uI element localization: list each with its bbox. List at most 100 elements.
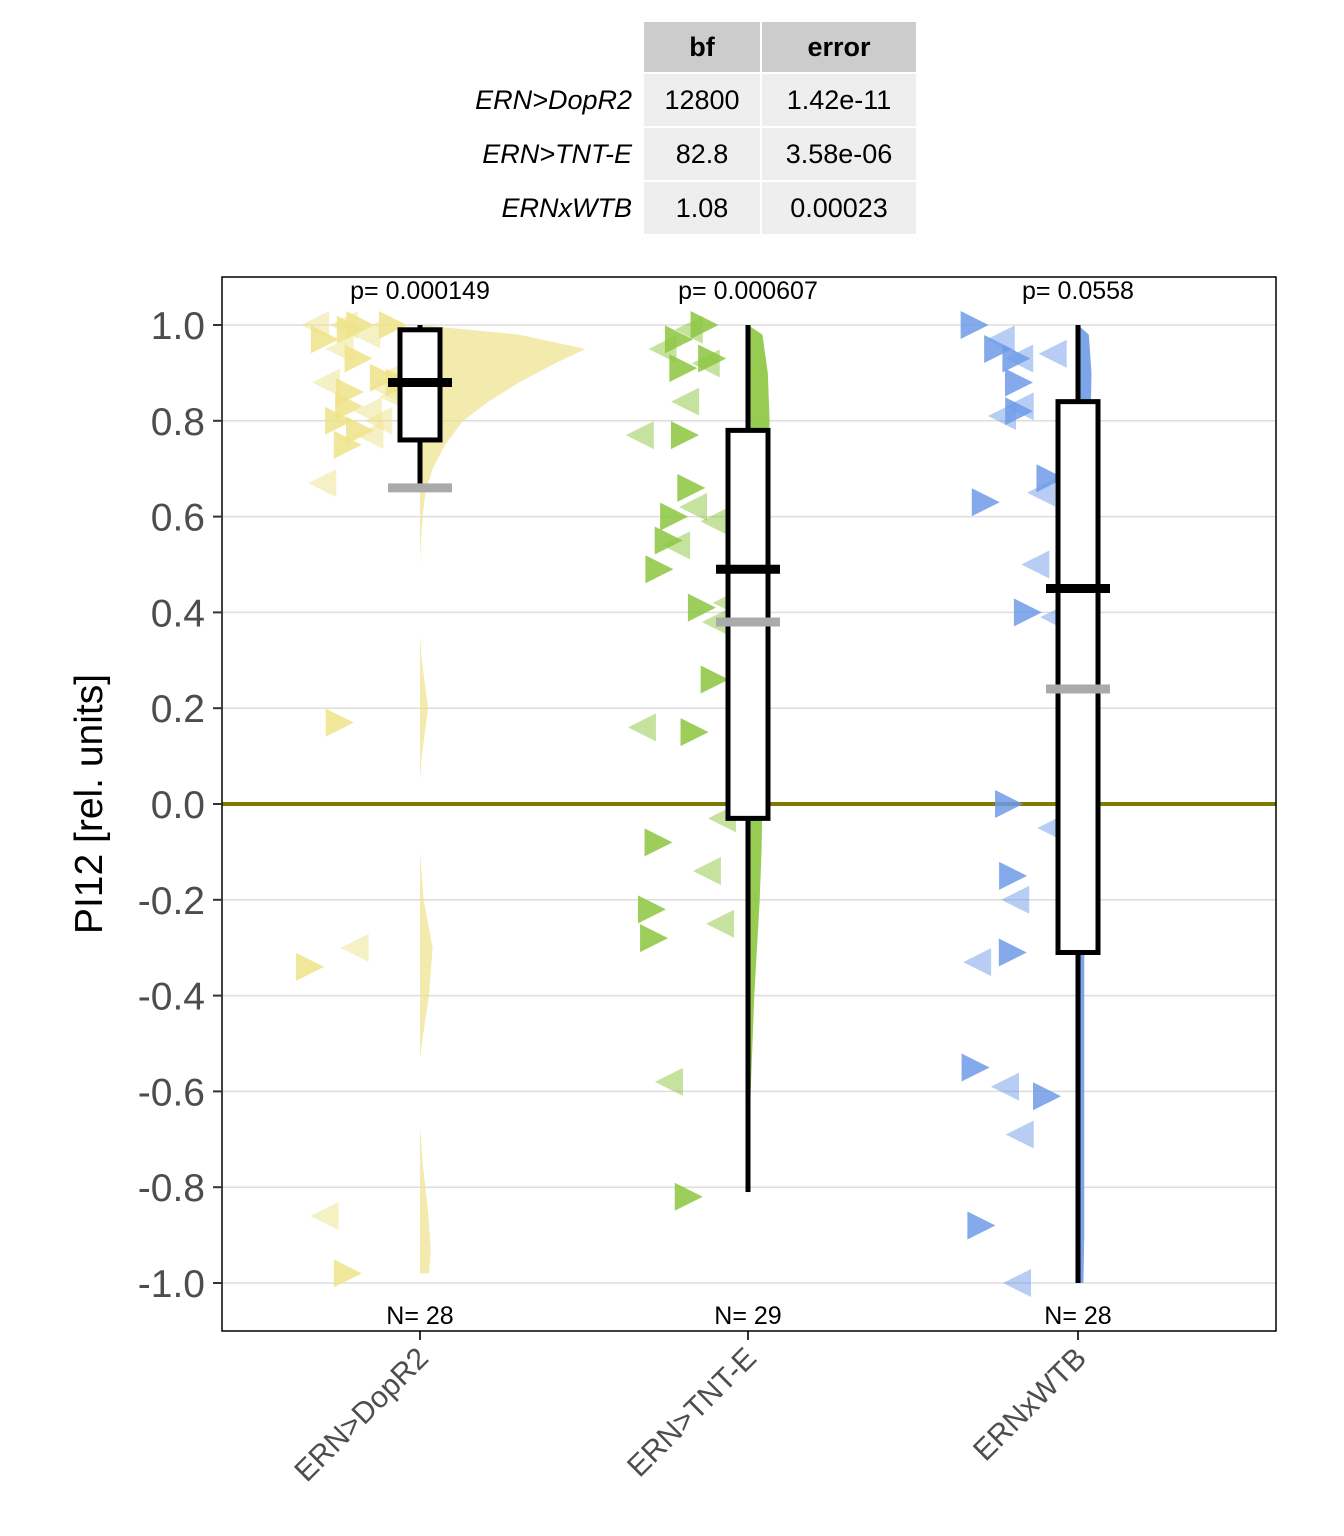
y-axis-title: PI12 [rel. units] xyxy=(68,674,111,934)
table-row: ERN>DopR2 12800 1.42e-11 xyxy=(432,74,916,126)
data-point xyxy=(1032,1082,1061,1111)
p-value-label: p= 0.000607 xyxy=(678,277,818,305)
y-tick-label: -0.8 xyxy=(138,1167,205,1210)
x-tick-label: ERNxWTB xyxy=(967,1342,1093,1468)
data-point xyxy=(312,368,341,397)
data-point xyxy=(1038,339,1067,368)
data-point xyxy=(344,344,373,373)
data-point xyxy=(669,354,698,383)
table-header-error: error xyxy=(762,22,916,72)
data-point xyxy=(687,593,716,622)
table-header-bf: bf xyxy=(644,22,760,72)
data-point xyxy=(679,493,708,522)
data-point xyxy=(355,421,384,450)
data-point xyxy=(637,895,666,924)
y-tick-label: -0.6 xyxy=(138,1071,205,1114)
data-point xyxy=(308,469,337,498)
data-point xyxy=(967,1211,996,1240)
data-point xyxy=(677,473,706,502)
p-value-label: p= 0.0558 xyxy=(1022,277,1134,305)
x-tick-label: ERN>TNT-E xyxy=(621,1342,763,1484)
group-2 xyxy=(960,311,1110,1297)
table-row: ERN>TNT-E 82.8 3.58e-06 xyxy=(432,128,916,180)
x-tick-label: ERN>DopR2 xyxy=(288,1342,435,1489)
row-label: ERNxWTB xyxy=(501,192,633,223)
data-point xyxy=(310,1201,339,1230)
group-1 xyxy=(625,311,780,1211)
bf-value: 82.8 xyxy=(644,128,760,180)
data-point xyxy=(706,909,735,938)
data-point xyxy=(640,924,669,953)
data-point xyxy=(378,311,407,339)
data-point xyxy=(670,421,699,450)
data-point xyxy=(986,325,1015,354)
y-tick-label: 1.0 xyxy=(151,305,205,348)
data-point xyxy=(333,1259,362,1288)
data-point xyxy=(335,392,364,421)
data-point xyxy=(971,488,1000,517)
data-point xyxy=(671,387,700,416)
y-tick-label: -1.0 xyxy=(138,1263,205,1306)
data-point xyxy=(999,861,1028,890)
y-tick-label: 0.0 xyxy=(151,784,205,827)
row-label: ERN>DopR2 xyxy=(475,84,632,115)
data-point xyxy=(346,416,375,445)
data-point xyxy=(700,507,729,536)
n-count-label: N= 29 xyxy=(714,1302,781,1330)
data-point xyxy=(692,857,721,886)
data-point xyxy=(674,315,703,344)
data-point xyxy=(333,430,362,459)
n-count-label: N= 28 xyxy=(386,1302,453,1330)
bf-value: 1.08 xyxy=(644,182,760,234)
data-point xyxy=(1005,344,1034,373)
data-point xyxy=(1001,885,1030,914)
data-point xyxy=(961,1053,990,1082)
data-point xyxy=(1005,1120,1034,1149)
data-point xyxy=(1027,478,1056,507)
error-value: 1.42e-11 xyxy=(762,74,916,126)
data-point xyxy=(960,311,989,339)
data-point xyxy=(1013,598,1042,627)
data-point xyxy=(352,320,381,349)
data-point xyxy=(987,402,1016,431)
y-tick-label: 0.6 xyxy=(151,497,205,540)
y-tick-label: -0.4 xyxy=(138,976,205,1019)
y-tick-label: -0.2 xyxy=(138,880,205,923)
data-point xyxy=(662,531,691,560)
data-point xyxy=(625,421,654,450)
data-point xyxy=(998,938,1027,967)
row-label: ERN>TNT-E xyxy=(482,138,632,169)
data-point xyxy=(701,607,730,636)
data-point xyxy=(654,1067,683,1096)
data-point xyxy=(644,828,673,857)
data-point xyxy=(691,349,720,378)
data-point xyxy=(325,406,354,435)
data-point xyxy=(984,334,1013,363)
data-point xyxy=(364,406,393,435)
n-count-label: N= 28 xyxy=(1044,1302,1111,1330)
data-point xyxy=(674,1182,703,1211)
group-0 xyxy=(296,311,586,1288)
data-point xyxy=(990,1072,1019,1101)
data-point xyxy=(654,526,683,555)
data-point xyxy=(1021,550,1050,579)
data-point xyxy=(660,502,689,531)
error-value: 3.58e-06 xyxy=(762,128,916,180)
data-point xyxy=(680,718,709,747)
bayes-factor-table: bf error ERN>DopR2 12800 1.42e-11 ERN>TN… xyxy=(430,20,918,236)
data-point xyxy=(995,790,1024,818)
data-point xyxy=(336,315,365,344)
data-point xyxy=(340,933,369,962)
data-point xyxy=(627,713,656,742)
data-point xyxy=(296,952,325,981)
bf-value: 12800 xyxy=(644,74,760,126)
error-value: 0.00023 xyxy=(762,182,916,234)
y-tick-label: 0.2 xyxy=(151,688,205,731)
data-point xyxy=(1004,368,1033,397)
data-point xyxy=(963,948,992,977)
data-point xyxy=(700,665,729,694)
y-tick-label: 0.4 xyxy=(151,592,205,635)
p-value-label: p= 0.000149 xyxy=(350,277,490,305)
iqr-box xyxy=(1055,399,1101,955)
data-point xyxy=(645,555,674,584)
